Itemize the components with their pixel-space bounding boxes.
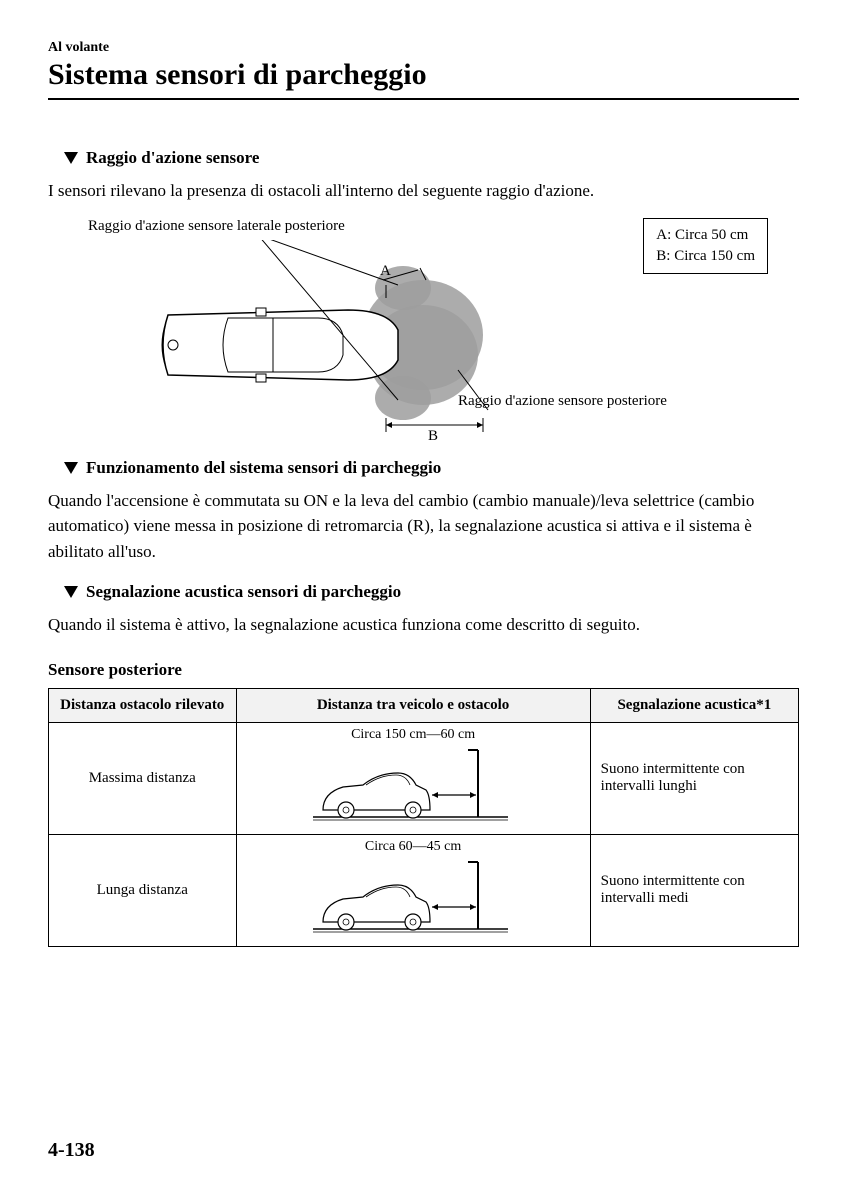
section2-body: Quando l'accensione è commutata su ON e … xyxy=(48,488,799,565)
diagram-label-side-sensor: Raggio d'azione sensore laterale posteri… xyxy=(88,218,345,235)
section-label: Al volante xyxy=(48,40,799,56)
cell-range-diagram: Circa 150 cm—60 cm xyxy=(236,722,590,834)
car-distance-svg xyxy=(308,857,518,937)
cell-range-text: Circa 60—45 cm xyxy=(241,839,586,855)
section1-body: I sensori rilevano la presenza di ostaco… xyxy=(48,178,799,204)
table-row: Massima distanza Circa 150 cm—60 cm xyxy=(49,722,799,834)
diagram-label-rear-sensor: Raggio d'azione sensore posteriore xyxy=(458,393,667,410)
table-header-distance: Distanza ostacolo rilevato xyxy=(49,688,237,722)
heading-text: Funzionamento del sistema sensori di par… xyxy=(86,458,441,478)
legend-a: A: Circa 50 cm xyxy=(656,225,755,246)
table-title: Sensore posteriore xyxy=(48,660,799,680)
car-sensor-svg: A B xyxy=(128,240,558,440)
section-heading-acoustic: Segnalazione acustica sensori di parcheg… xyxy=(64,582,799,602)
diagram-legend-box: A: Circa 50 cm B: Circa 150 cm xyxy=(643,218,768,274)
cell-distance-label: Massima distanza xyxy=(49,722,237,834)
section-heading-operation: Funzionamento del sistema sensori di par… xyxy=(64,458,799,478)
cell-range-text: Circa 150 cm—60 cm xyxy=(241,727,586,743)
car-distance-svg xyxy=(308,745,518,825)
table-header-sound: Segnalazione acustica*1 xyxy=(590,688,798,722)
cell-sound-text: Suono intermittente con intervalli lungh… xyxy=(590,722,798,834)
legend-b: B: Circa 150 cm xyxy=(656,246,755,267)
svg-text:A: A xyxy=(380,263,391,279)
table-row: Lunga distanza Circa 60—45 cm xyxy=(49,834,799,946)
section-heading-sensor-range: Raggio d'azione sensore xyxy=(64,148,799,168)
triangle-icon xyxy=(64,152,78,164)
section3-body: Quando il sistema è attivo, la segnalazi… xyxy=(48,612,799,638)
cell-distance-label: Lunga distanza xyxy=(49,834,237,946)
page-title: Sistema sensori di parcheggio xyxy=(48,58,799,100)
cell-range-diagram: Circa 60—45 cm xyxy=(236,834,590,946)
triangle-icon xyxy=(64,586,78,598)
sensor-distance-table: Distanza ostacolo rilevato Distanza tra … xyxy=(48,688,799,947)
table-header-range: Distanza tra veicolo e ostacolo xyxy=(236,688,590,722)
page-number: 4-138 xyxy=(48,1139,95,1162)
heading-text: Segnalazione acustica sensori di parcheg… xyxy=(86,582,401,602)
cell-sound-text: Suono intermittente con intervalli medi xyxy=(590,834,798,946)
svg-text:B: B xyxy=(428,428,438,440)
sensor-range-diagram: Raggio d'azione sensore laterale posteri… xyxy=(48,218,798,438)
triangle-icon xyxy=(64,462,78,474)
heading-text: Raggio d'azione sensore xyxy=(86,148,259,168)
